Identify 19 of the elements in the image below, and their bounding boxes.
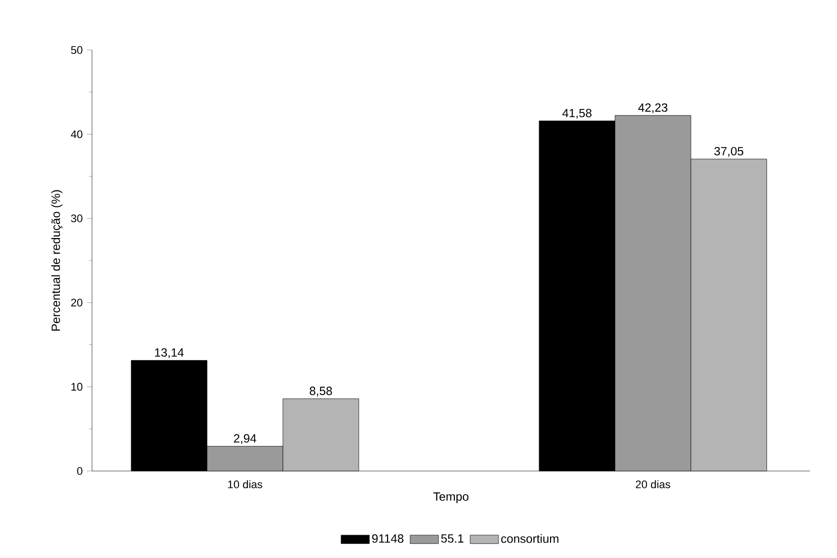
data-label: 2,94 <box>234 434 256 444</box>
legend-label: consortium <box>501 534 558 543</box>
x-tick-label: 10 dias <box>228 480 262 488</box>
y-tick-label: 20 <box>71 298 82 306</box>
data-label: 8,58 <box>310 386 332 397</box>
data-label: 41,58 <box>562 108 592 119</box>
y-tick-label: 30 <box>71 214 82 222</box>
x-tick-label: 20 dias <box>636 480 670 488</box>
data-label: 13,14 <box>155 348 184 358</box>
y-tick-label: 0 <box>77 467 82 475</box>
y-axis-title: Percentual de redução (%) <box>51 190 62 331</box>
y-tick-label: 10 <box>71 382 82 391</box>
x-axis-title: Tempo <box>433 492 468 504</box>
y-tick-label: 40 <box>70 130 82 138</box>
data-label: 37,05 <box>714 146 744 157</box>
legend-label: 55.1 <box>441 534 464 543</box>
data-label: 42,23 <box>638 103 668 114</box>
y-tick-label: 50 <box>71 46 82 54</box>
legend-label: 91148 <box>372 534 404 543</box>
